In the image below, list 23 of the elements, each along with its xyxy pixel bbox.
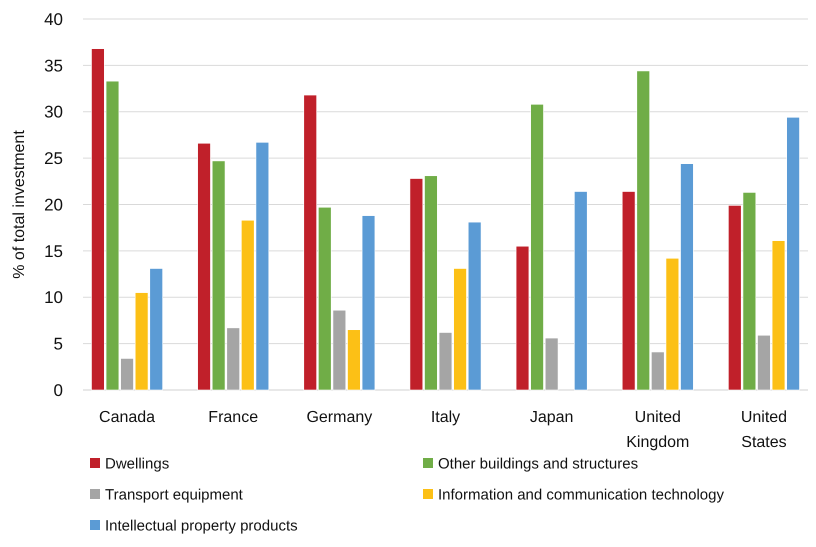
x-tick-label: United Kingdom <box>626 409 690 451</box>
y-axis-title: % of total investment <box>11 130 28 279</box>
y-tick-label: 40 <box>44 10 63 29</box>
x-tick-label: Italy <box>430 409 460 426</box>
y-tick-label: 5 <box>54 334 63 354</box>
x-tick-label: Germany <box>306 409 372 426</box>
legend-label: Other buildings and structures <box>438 455 638 472</box>
legend-label: Information and communication technology <box>438 486 724 504</box>
legend-label: Dwellings <box>105 455 170 472</box>
y-tick-label: 25 <box>44 149 63 168</box>
x-tick-label: Japan <box>530 409 574 426</box>
bar <box>574 191 588 390</box>
legend-label: Transport equipment <box>105 486 244 504</box>
x-tick-label: Canada <box>99 409 156 426</box>
x-tick-label: France <box>208 409 258 426</box>
y-tick-label: 20 <box>44 195 63 214</box>
y-tick-label: 35 <box>44 56 63 76</box>
y-tick-label: 30 <box>44 102 63 122</box>
y-tick-label: 0 <box>54 380 63 400</box>
y-tick-label: 15 <box>44 242 63 261</box>
legend-label: Intellectual property products <box>105 517 298 534</box>
y-tick-label: 10 <box>44 288 63 308</box>
x-tick-label: United States <box>740 409 788 451</box>
